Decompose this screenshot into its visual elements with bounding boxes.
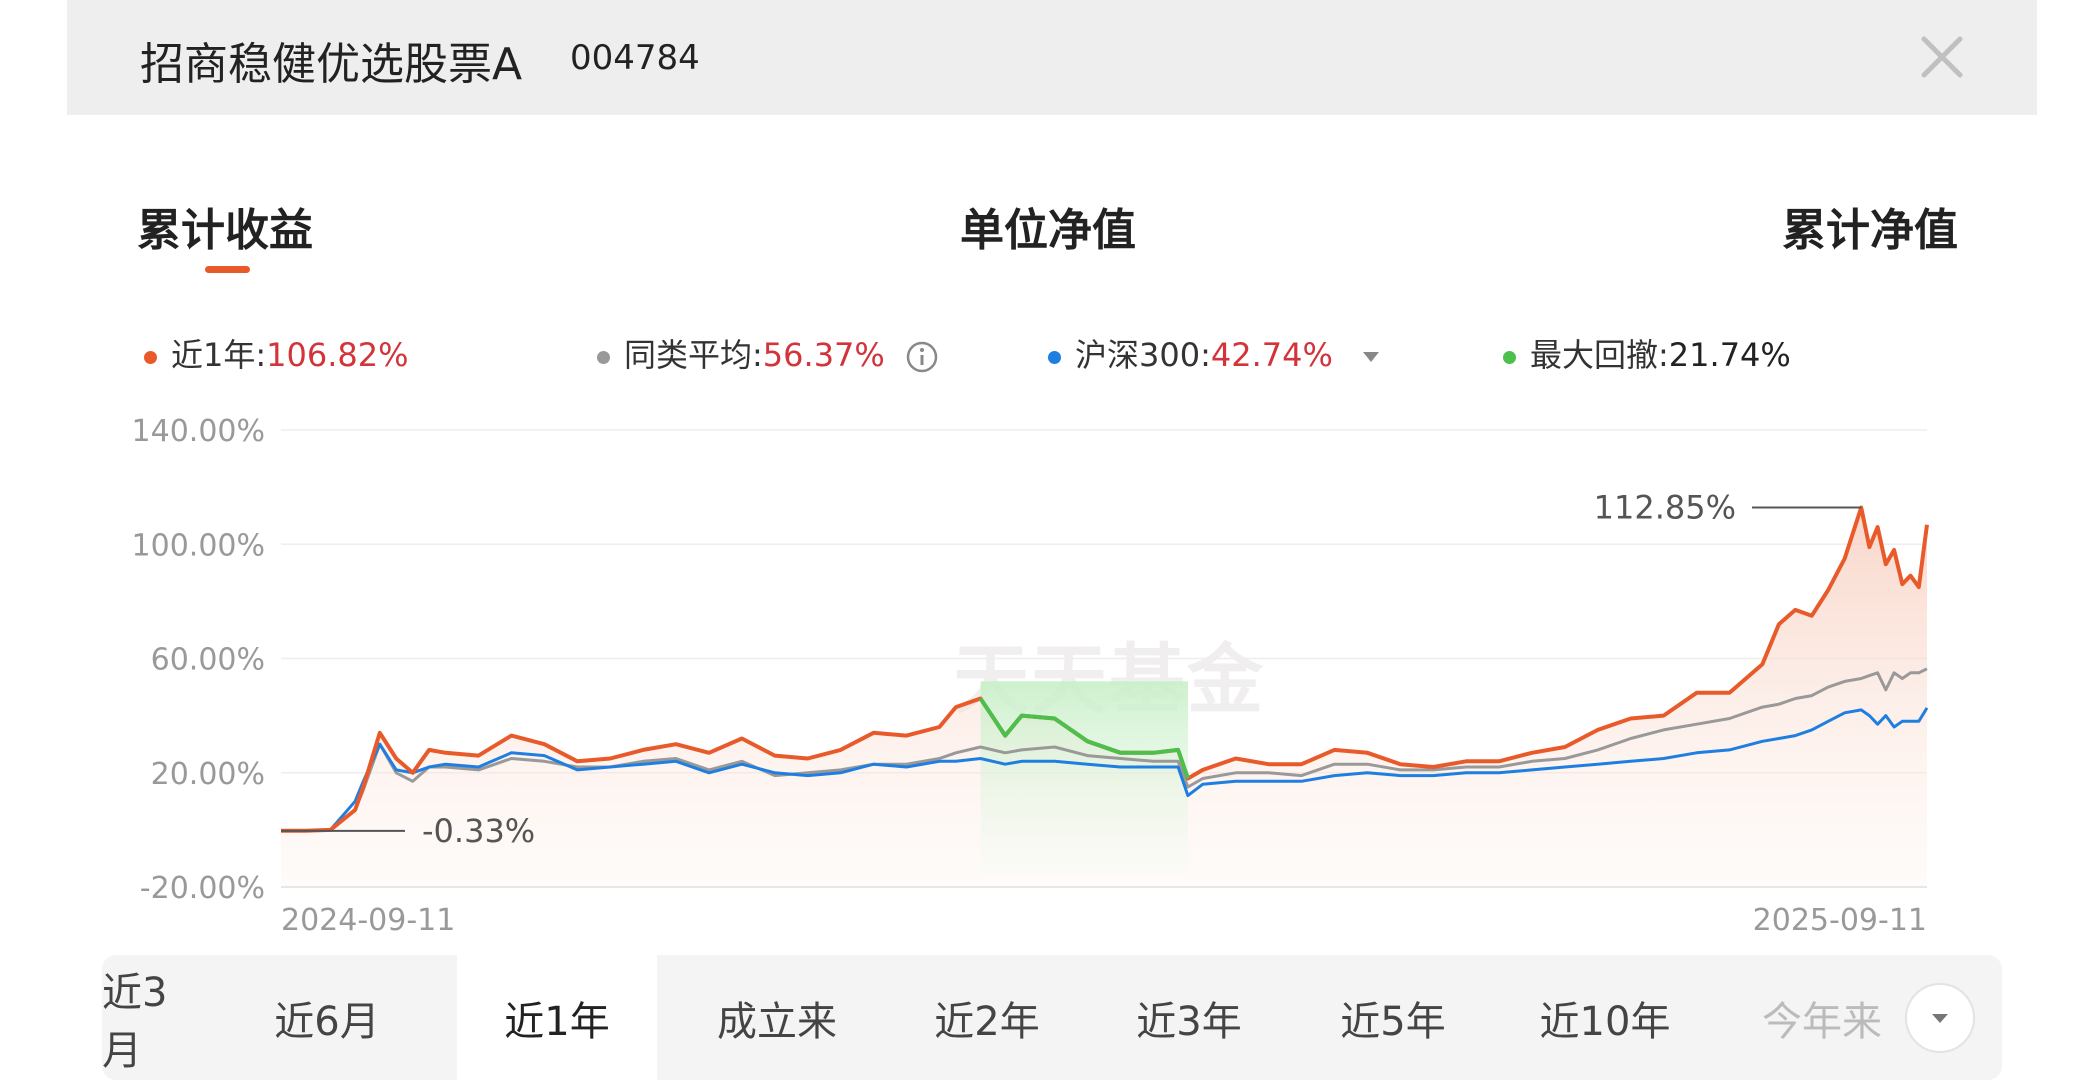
period-tab-1y[interactable]: 近1年 bbox=[457, 955, 657, 1080]
info-icon[interactable] bbox=[905, 340, 939, 374]
y-tick-label: 100.00% bbox=[132, 528, 265, 563]
fund-name: 招商稳健优选股票A bbox=[140, 39, 523, 90]
annotation-max-label: 112.85% bbox=[1594, 489, 1736, 527]
period-tab-5y[interactable]: 近5年 bbox=[1340, 998, 1446, 1045]
legend-peer-value: 56.37% bbox=[762, 336, 885, 374]
legend-peer-label: 同类平均: bbox=[624, 336, 763, 374]
y-tick-label: 20.00% bbox=[151, 757, 265, 792]
x-tick-label-end: 2025-09-11 bbox=[1753, 903, 1927, 938]
active-tab-indicator bbox=[205, 266, 250, 273]
legend-benchmark-dot bbox=[1048, 350, 1061, 364]
drawdown-area-fill bbox=[980, 681, 1188, 873]
x-tick-label-start: 2024-09-11 bbox=[281, 903, 455, 938]
series-hs300-line bbox=[281, 707, 1929, 833]
legend-fund: 近1年:106.82% bbox=[144, 330, 409, 376]
legend-peer-dot bbox=[597, 350, 610, 364]
legend-drawdown-dot bbox=[1503, 350, 1516, 364]
legend-drawdown-value: 21.74% bbox=[1668, 336, 1791, 374]
period-selector: 近3月 近6月 近1年 成立来 近2年 近3年 近5年 近10年 今年来 bbox=[102, 955, 2002, 1080]
fund-area-fill bbox=[281, 507, 1927, 887]
legend-benchmark-value: 42.74% bbox=[1210, 336, 1333, 374]
y-tick-label: 60.00% bbox=[151, 643, 265, 678]
y-tick-label: 140.00% bbox=[132, 414, 265, 449]
caret-down-icon[interactable] bbox=[1361, 350, 1381, 364]
legend-benchmark: 沪深300:42.74% bbox=[1048, 330, 1381, 376]
legend-fund-dot bbox=[144, 350, 157, 364]
period-tab-3m[interactable]: 近3月 bbox=[102, 969, 168, 1074]
legend-fund-label: 近1年: bbox=[171, 336, 267, 374]
legend-max-drawdown: 最大回撤:21.74% bbox=[1503, 330, 1791, 376]
legend-drawdown-label: 最大回撤: bbox=[1530, 336, 1669, 374]
annotation-start-label: -0.33% bbox=[422, 812, 535, 850]
fund-code: 004784 bbox=[570, 38, 700, 78]
legend-benchmark-label: 沪深300: bbox=[1075, 336, 1211, 374]
fund-header: 招商稳健优选股票A 004784 bbox=[67, 0, 2037, 115]
tab-unit-nav[interactable]: 单位净值 bbox=[960, 205, 1136, 256]
tab-accumulated-nav[interactable]: 累计净值 bbox=[1782, 205, 1958, 256]
series-peer-average-line bbox=[281, 667, 1928, 833]
y-tick-label: -20.00% bbox=[140, 871, 265, 906]
period-tab-6m[interactable]: 近6月 bbox=[274, 998, 380, 1045]
period-tab-3y[interactable]: 近3年 bbox=[1136, 998, 1242, 1045]
tab-cumulative-return[interactable]: 累计收益 bbox=[137, 205, 313, 256]
period-tab-10y[interactable]: 近10年 bbox=[1539, 998, 1671, 1045]
period-tab-since-inception[interactable]: 成立来 bbox=[717, 998, 837, 1045]
close-icon[interactable] bbox=[1907, 22, 1977, 92]
series-max-drawdown-line bbox=[978, 697, 1190, 780]
cumulative-return-chart: 140.00% 100.00% 60.00% 20.00% -20.00% 2024-09… bbox=[132, 414, 1929, 938]
chevron-down-icon[interactable] bbox=[1905, 983, 1975, 1053]
legend-fund-value: 106.82% bbox=[266, 336, 409, 374]
period-tab-2y[interactable]: 近2年 bbox=[934, 998, 1040, 1045]
period-tab-ytd[interactable]: 今年来 bbox=[1762, 998, 1882, 1045]
legend-peer-average: 同类平均:56.37% bbox=[597, 330, 939, 376]
